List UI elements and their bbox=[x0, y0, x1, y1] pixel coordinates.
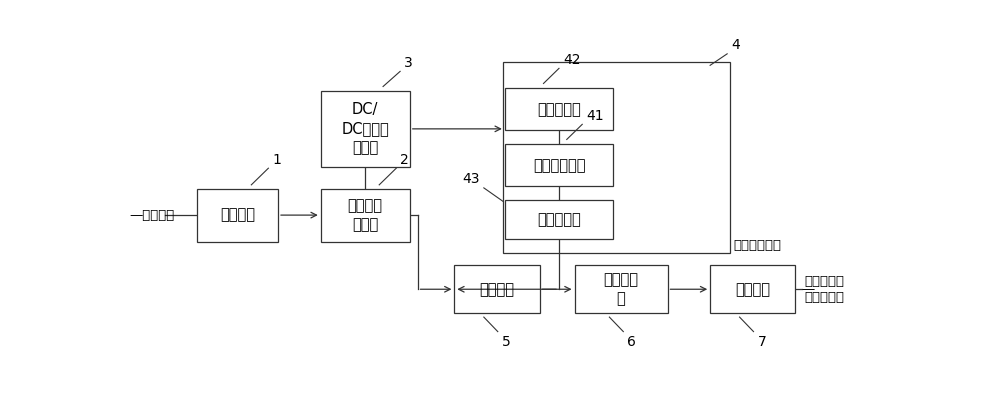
Bar bbox=[505, 88, 613, 130]
Bar bbox=[710, 265, 795, 314]
Text: 1: 1 bbox=[272, 153, 281, 167]
Text: 直流输出到
两个制动器: 直流输出到 两个制动器 bbox=[804, 275, 844, 304]
Text: 41: 41 bbox=[586, 109, 604, 123]
Text: 43: 43 bbox=[462, 173, 480, 186]
Text: 3: 3 bbox=[404, 56, 413, 70]
Text: 2: 2 bbox=[400, 153, 409, 167]
Text: DC/
DC电源转
换单元: DC/ DC电源转 换单元 bbox=[341, 102, 389, 156]
Text: 交直流转
换模块: 交直流转 换模块 bbox=[348, 198, 383, 232]
Bar bbox=[321, 189, 410, 242]
Text: 7: 7 bbox=[757, 335, 766, 349]
Bar bbox=[505, 200, 613, 239]
Text: —: — bbox=[802, 283, 815, 296]
Text: 信号输入端: 信号输入端 bbox=[537, 102, 581, 117]
Text: 输出回路: 输出回路 bbox=[735, 282, 770, 297]
Bar bbox=[574, 265, 668, 314]
Text: 4: 4 bbox=[731, 38, 740, 52]
Bar bbox=[197, 189, 278, 242]
Text: 42: 42 bbox=[563, 53, 580, 67]
Text: 6: 6 bbox=[627, 335, 636, 349]
Bar bbox=[503, 62, 730, 253]
Bar bbox=[454, 265, 540, 314]
Text: 5: 5 bbox=[502, 335, 510, 349]
Text: 固态开关: 固态开关 bbox=[480, 282, 514, 297]
Text: 信号输出端: 信号输出端 bbox=[537, 212, 581, 227]
Text: 续流元件
模: 续流元件 模 bbox=[604, 272, 639, 307]
Bar bbox=[321, 91, 410, 167]
Text: 逻辑控制模块: 逻辑控制模块 bbox=[733, 239, 781, 252]
Bar bbox=[505, 144, 613, 186]
Text: 输入回路: 输入回路 bbox=[220, 208, 255, 222]
Text: —交流输入: —交流输入 bbox=[129, 209, 174, 222]
Text: 逻辑处理单元: 逻辑处理单元 bbox=[533, 158, 585, 173]
